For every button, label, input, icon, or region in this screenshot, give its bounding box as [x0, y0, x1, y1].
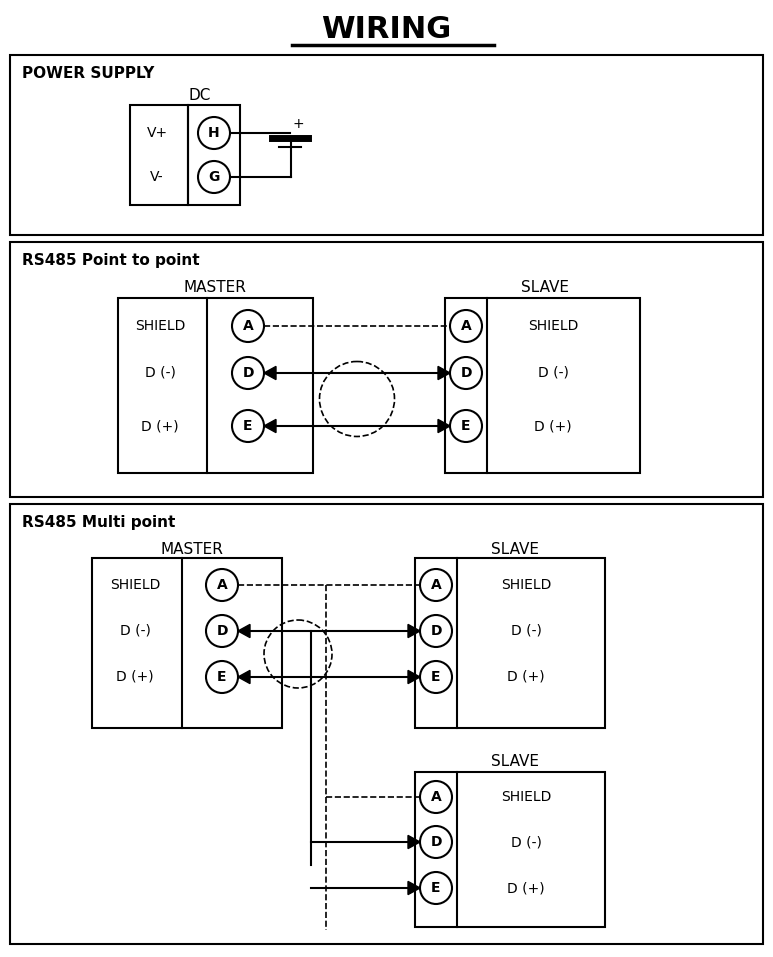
Circle shape: [198, 161, 230, 193]
Text: E: E: [461, 419, 471, 433]
Text: D (+): D (+): [507, 881, 545, 895]
Circle shape: [232, 357, 264, 389]
Circle shape: [420, 569, 452, 601]
Polygon shape: [408, 881, 420, 895]
Circle shape: [206, 569, 238, 601]
Circle shape: [206, 615, 238, 647]
Text: SHIELD: SHIELD: [135, 319, 186, 333]
Text: G: G: [208, 170, 220, 184]
Text: RS485 Point to point: RS485 Point to point: [22, 254, 199, 269]
Text: SHIELD: SHIELD: [528, 319, 578, 333]
Text: D (-): D (-): [510, 624, 541, 638]
Text: D (+): D (+): [507, 670, 545, 684]
Bar: [130, 105, 188, 205]
Text: D (-): D (-): [120, 624, 151, 638]
Text: D (-): D (-): [537, 366, 568, 380]
Text: SLAVE: SLAVE: [521, 280, 569, 296]
Polygon shape: [264, 367, 276, 380]
Bar: [10, 55, 763, 235]
Text: MASTER: MASTER: [161, 542, 223, 557]
Circle shape: [420, 781, 452, 813]
Text: SHIELD: SHIELD: [110, 578, 160, 592]
Bar: [445, 298, 640, 473]
Bar: [415, 772, 605, 927]
Text: A: A: [216, 578, 227, 592]
Text: A: A: [243, 319, 254, 333]
Text: A: A: [461, 319, 472, 333]
Polygon shape: [238, 624, 250, 637]
Bar: [10, 504, 763, 944]
Bar: [10, 242, 763, 497]
Polygon shape: [438, 419, 450, 433]
Text: E: E: [217, 670, 226, 684]
Text: V-: V-: [150, 170, 164, 184]
Polygon shape: [238, 671, 250, 683]
Circle shape: [450, 357, 482, 389]
Text: D: D: [216, 624, 228, 638]
Text: D (-): D (-): [145, 366, 175, 380]
Bar: [118, 298, 313, 473]
Text: D (+): D (+): [534, 419, 572, 433]
Text: DC: DC: [189, 87, 211, 102]
Text: A: A: [431, 578, 441, 592]
Text: SLAVE: SLAVE: [491, 542, 539, 557]
Text: SLAVE: SLAVE: [491, 754, 539, 769]
Bar: [92, 558, 282, 728]
Circle shape: [420, 661, 452, 693]
Text: D: D: [460, 366, 472, 380]
Text: WIRING: WIRING: [321, 15, 451, 44]
Text: D (+): D (+): [141, 419, 179, 433]
Text: +: +: [292, 117, 304, 131]
Text: MASTER: MASTER: [183, 280, 247, 296]
Polygon shape: [438, 367, 450, 380]
Text: D (-): D (-): [510, 835, 541, 849]
Bar: [188, 105, 240, 205]
Polygon shape: [264, 419, 276, 433]
Text: SHIELD: SHIELD: [501, 578, 551, 592]
Text: A: A: [431, 790, 441, 804]
Polygon shape: [408, 624, 420, 637]
Text: V+: V+: [146, 126, 168, 140]
Circle shape: [232, 410, 264, 442]
Text: D: D: [431, 835, 441, 849]
Text: RS485 Multi point: RS485 Multi point: [22, 516, 175, 530]
Circle shape: [420, 615, 452, 647]
Polygon shape: [408, 835, 420, 849]
Text: H: H: [208, 126, 220, 140]
Text: D: D: [242, 366, 254, 380]
Polygon shape: [408, 671, 420, 683]
Circle shape: [420, 872, 452, 904]
Bar: [415, 558, 605, 728]
Circle shape: [206, 661, 238, 693]
Text: SHIELD: SHIELD: [501, 790, 551, 804]
Text: E: E: [431, 881, 441, 895]
Text: POWER SUPPLY: POWER SUPPLY: [22, 66, 155, 81]
Circle shape: [450, 410, 482, 442]
Text: D: D: [431, 624, 441, 638]
Circle shape: [420, 826, 452, 858]
Text: E: E: [243, 419, 253, 433]
Circle shape: [450, 310, 482, 342]
Circle shape: [198, 117, 230, 149]
Text: E: E: [431, 670, 441, 684]
Circle shape: [232, 310, 264, 342]
Text: D (+): D (+): [116, 670, 154, 684]
